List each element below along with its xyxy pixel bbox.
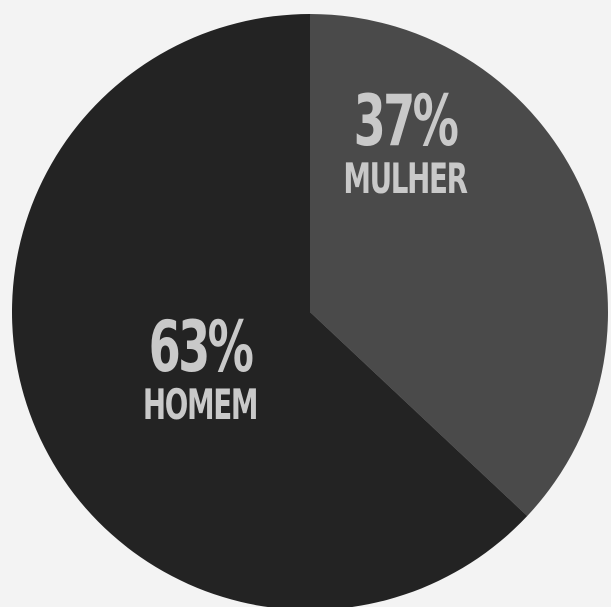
slice-percent-homem: 63% <box>148 306 254 388</box>
slice-label-homem: 63% HOMEM <box>134 312 266 426</box>
slice-category-mulher: MULHER <box>343 154 468 203</box>
pie-slice-homem <box>12 14 528 607</box>
slice-label-mulher: 37% MULHER <box>339 86 471 200</box>
slice-category-homem: HOMEM <box>142 380 259 429</box>
slice-percent-mulher: 37% <box>353 80 459 162</box>
pie-slice-mulher <box>310 14 609 516</box>
